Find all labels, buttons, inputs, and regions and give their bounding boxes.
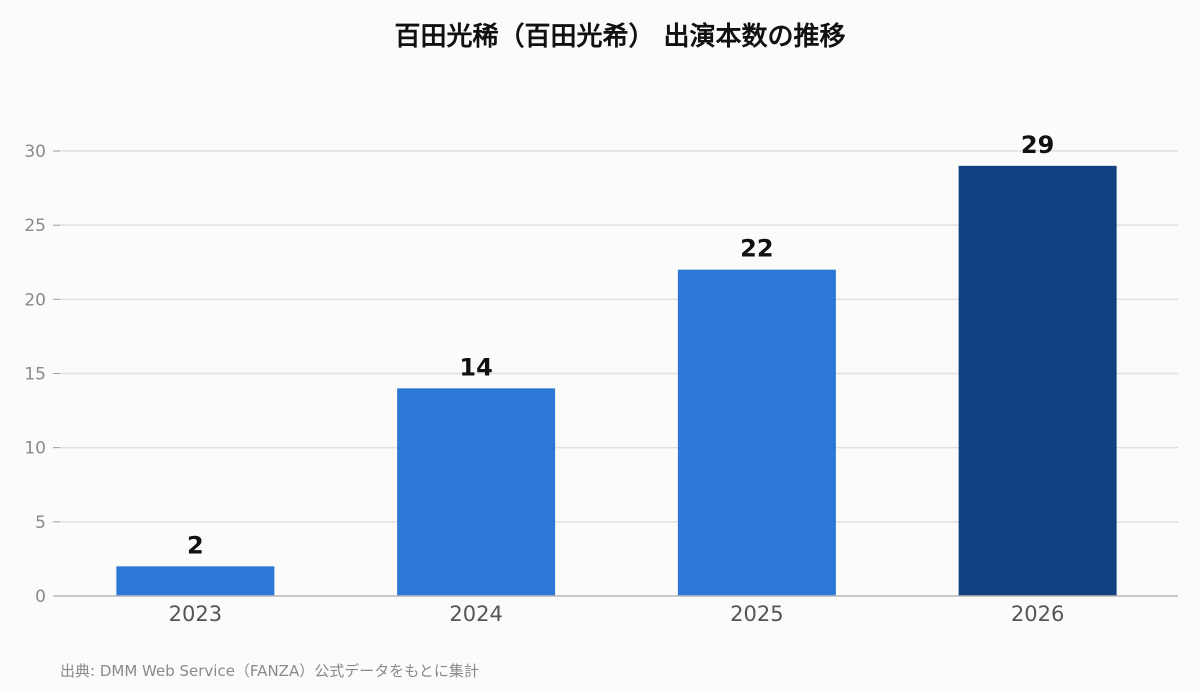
y-tick-label: 20: [24, 290, 46, 310]
y-tick-label: 10: [24, 439, 46, 459]
source-note: 出典: DMM Web Service（FANZA）公式データをもとに集計: [60, 662, 479, 680]
x-tick-label: 2023: [169, 602, 222, 626]
data-labels: 2 14 22 29: [187, 131, 1054, 559]
bar-2025: [677, 269, 836, 596]
bars: [116, 165, 1117, 597]
data-label: 14: [459, 353, 492, 381]
y-tick-label: 15: [24, 365, 46, 385]
x-tick-label: 2026: [1011, 602, 1064, 626]
chart-title: 百田光稀（百田光希） 出演本数の推移: [394, 21, 845, 52]
y-axis: 0 5 10 15 20 25 30: [24, 142, 60, 607]
x-tick-label: 2025: [730, 602, 783, 626]
data-label: 29: [1021, 131, 1054, 159]
data-label: 22: [740, 235, 773, 263]
y-tick-label: 0: [35, 587, 46, 607]
y-tick-label: 5: [35, 513, 46, 533]
bar-2024: [397, 388, 556, 596]
y-tick-label: 30: [24, 142, 46, 162]
data-label: 2: [187, 531, 204, 559]
x-axis: 2023 2024 2025 2026: [169, 602, 1065, 626]
y-tick-label: 25: [24, 216, 46, 236]
bar-2026: [958, 165, 1117, 597]
bar-2023: [116, 566, 275, 596]
x-tick-label: 2024: [449, 602, 502, 626]
